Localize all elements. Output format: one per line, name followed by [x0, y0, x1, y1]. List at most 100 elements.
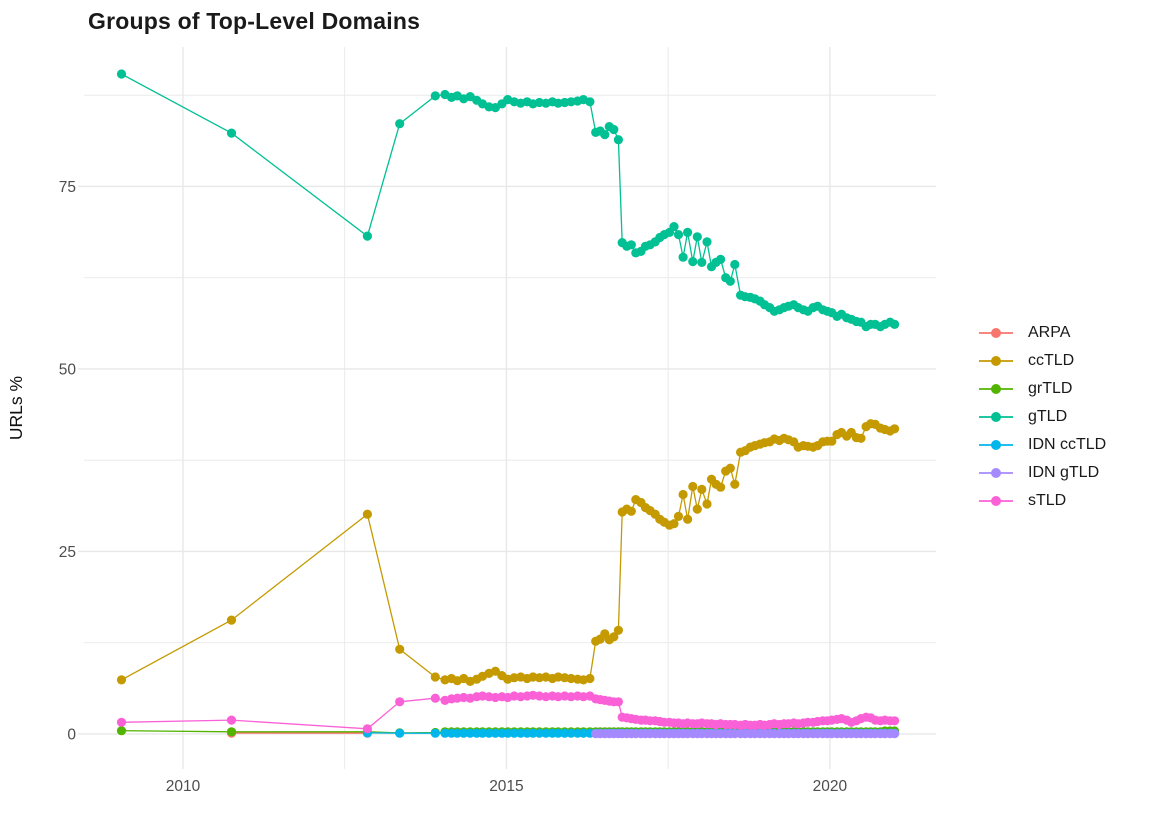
data-point [856, 433, 866, 443]
data-point [626, 506, 636, 516]
data-point [725, 276, 735, 286]
legend-key-icon [979, 440, 1013, 450]
data-point [226, 715, 237, 725]
series-IDN-gTLD [591, 729, 900, 739]
legend-key-icon [979, 384, 1013, 394]
data-point [716, 254, 726, 264]
data-point [362, 724, 372, 734]
data-point [678, 252, 688, 262]
gridlines [78, 47, 936, 769]
y-tick-label: 50 [59, 361, 77, 378]
data-point [683, 227, 693, 237]
data-point [673, 511, 684, 521]
data-point [669, 519, 679, 529]
x-tick-label: 2015 [489, 778, 523, 795]
data-point [509, 728, 519, 738]
data-point [673, 230, 684, 240]
data-point [553, 728, 563, 738]
legend-label: ARPA [1028, 324, 1071, 341]
data-point [503, 728, 513, 738]
legend-key-dot [991, 356, 1001, 366]
data-point [395, 697, 405, 707]
axis-tick-labels: 0 25 50 75 2010 2015 2020 [59, 179, 848, 795]
legend-key-dot [991, 328, 1001, 338]
data-point [585, 97, 595, 107]
legend-item-sTLD: sTLD [977, 487, 1106, 515]
data-point [116, 717, 127, 727]
data-point [430, 672, 440, 682]
x-tick-label: 2020 [813, 778, 848, 795]
data-point [566, 728, 576, 738]
data-point [702, 499, 712, 509]
data-point [827, 436, 837, 446]
y-tick-label: 25 [59, 544, 76, 561]
series-sTLD [116, 690, 900, 734]
legend-item-ccTLD: ccTLD [977, 347, 1106, 375]
data-point [600, 130, 610, 140]
data-point [516, 728, 526, 738]
data-point [692, 232, 702, 242]
data-point [477, 728, 488, 738]
data-point [430, 91, 440, 101]
data-point [626, 240, 636, 250]
legend-key-icon [979, 468, 1013, 478]
data-series-layer [116, 69, 900, 739]
data-point [440, 728, 450, 738]
data-point [702, 237, 712, 247]
data-point [697, 257, 707, 267]
y-tick-label: 0 [67, 726, 76, 743]
data-point [528, 728, 538, 738]
data-point [692, 504, 702, 514]
data-point [669, 222, 679, 232]
data-point [459, 728, 469, 738]
data-point [725, 463, 735, 473]
data-point [678, 489, 688, 500]
legend: ARPA ccTLD grTLD gTLD IDN ccTLD IDN gTLD sTLD [977, 319, 1106, 515]
data-point [697, 484, 707, 494]
legend-item-IDN-gTLD: IDN gTLD [977, 459, 1106, 487]
data-point [430, 693, 440, 703]
data-point [560, 728, 570, 738]
legend-label: ccTLD [1028, 352, 1075, 369]
series-ccTLD [116, 419, 900, 687]
data-point [465, 728, 475, 738]
legend-key-dot [991, 496, 1001, 506]
series-gTLD [116, 69, 900, 332]
data-point [484, 728, 494, 738]
data-point [688, 481, 698, 492]
x-tick-label: 2010 [166, 778, 201, 795]
legend-key-icon [979, 496, 1013, 506]
data-point [890, 319, 900, 329]
data-point [430, 728, 440, 738]
data-point [490, 728, 500, 738]
legend-item-ARPA: ARPA [977, 319, 1106, 347]
data-point [116, 726, 127, 736]
chart-title: Groups of Top-Level Domains [88, 8, 421, 34]
data-point [452, 728, 462, 738]
legend-label: gTLD [1028, 408, 1068, 425]
data-point [716, 482, 726, 492]
legend-label: IDN gTLD [1028, 464, 1100, 481]
data-point [585, 673, 595, 684]
data-point [890, 424, 900, 434]
data-point [226, 128, 237, 138]
data-point [613, 135, 624, 145]
legend-key-dot [991, 468, 1001, 478]
data-point [534, 728, 545, 738]
data-point [613, 625, 624, 635]
data-point [609, 124, 619, 135]
data-point [116, 675, 127, 685]
data-point [683, 514, 693, 524]
data-point [688, 257, 698, 267]
legend-key-dot [991, 384, 1001, 394]
series-ARPA [226, 728, 372, 738]
data-point [490, 666, 500, 676]
data-point [362, 231, 372, 241]
y-tick-label: 75 [59, 179, 76, 196]
legend-key-dot [991, 440, 1001, 450]
legend-item-grTLD: grTLD [977, 375, 1106, 403]
data-point [890, 716, 900, 726]
legend-item-gTLD: gTLD [977, 403, 1106, 431]
data-point [116, 69, 127, 79]
